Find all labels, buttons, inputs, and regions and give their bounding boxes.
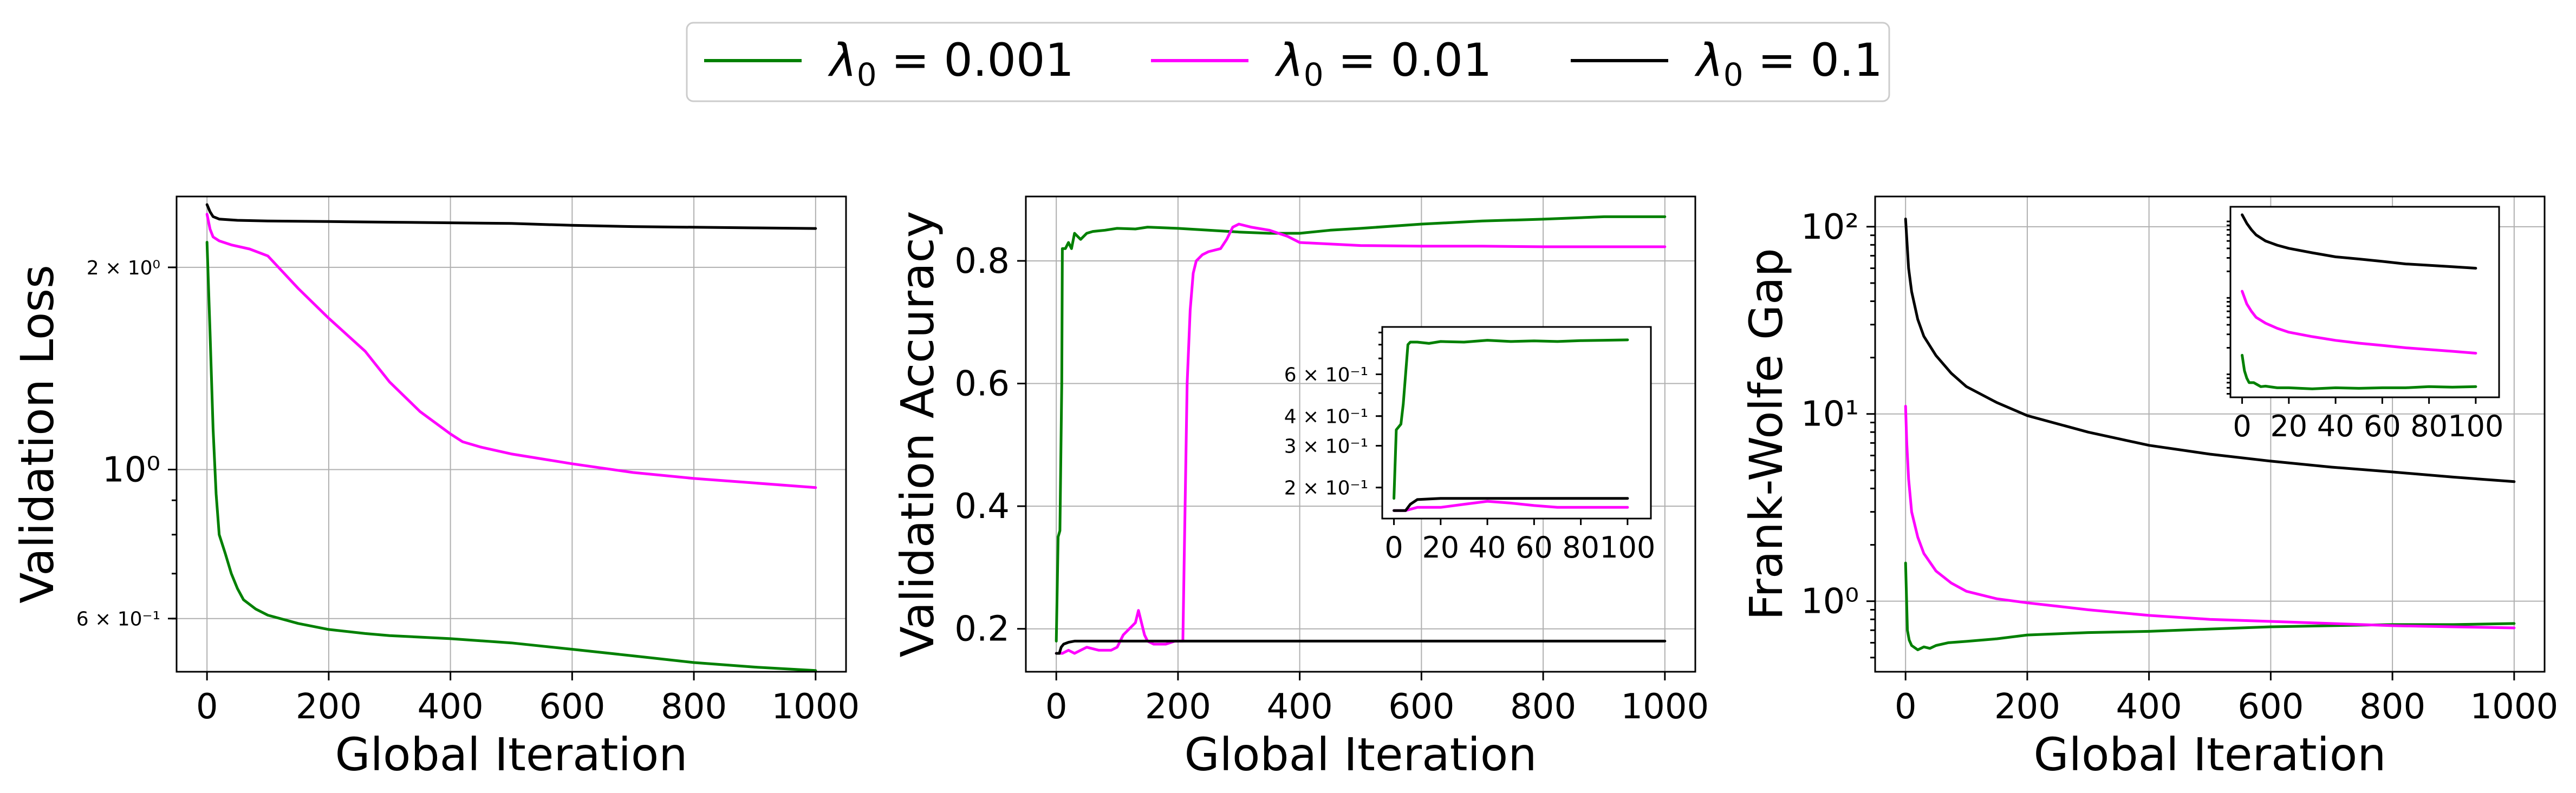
y-tick-label: 10⁰: [1801, 582, 1859, 622]
series-line: [2241, 290, 2477, 355]
y-tick-label: 4 × 10⁻¹: [1284, 406, 1368, 428]
y-tick-label: 6 × 10⁻¹: [76, 608, 160, 631]
series-line: [1393, 497, 1629, 512]
y-tick-label: 10¹: [1801, 395, 1859, 435]
x-tick-label: 60: [2364, 409, 2401, 443]
x-axis-label: Global Iteration: [2034, 728, 2386, 781]
x-tick-label: 400: [1267, 687, 1333, 727]
x-tick-label: 1000: [771, 687, 860, 727]
x-tick-label: 60: [1515, 530, 1553, 565]
y-tick-label: 2 × 10⁰: [87, 257, 160, 279]
x-tick-label: 40: [2317, 409, 2354, 443]
legend-entry-label: λ0 = 0.1: [1694, 34, 1883, 93]
series-line: [1393, 338, 1629, 500]
x-axis-label: Global Iteration: [335, 728, 688, 781]
x-tick-label: 600: [1388, 687, 1454, 727]
x-tick-label: 600: [539, 687, 605, 727]
y-axis-label: Validation Loss: [11, 265, 64, 604]
series-line: [205, 203, 817, 230]
x-tick-label: 0: [1384, 530, 1403, 565]
x-tick-label: 0: [1895, 687, 1917, 727]
x-tick-label: 200: [1994, 687, 2060, 727]
series-line: [2241, 213, 2477, 270]
x-tick-label: 100: [1599, 530, 1655, 565]
inset-background: [2230, 207, 2499, 397]
y-tick-label: 0.4: [954, 487, 1010, 527]
series-line: [205, 213, 817, 489]
y-tick-label: 10²: [1801, 207, 1859, 247]
y-tick-label: 10⁰: [102, 450, 160, 490]
legend-entry-label: λ0 = 0.01: [1274, 34, 1492, 93]
series-line: [1393, 500, 1629, 512]
x-tick-label: 800: [1510, 687, 1576, 727]
legend-entry-label: λ0 = 0.001: [828, 34, 1074, 93]
x-tick-label: 80: [2410, 409, 2448, 443]
y-axis-label: Validation Accuracy: [891, 211, 944, 658]
x-tick-label: 1000: [1621, 687, 1709, 727]
inset-background: [1382, 327, 1651, 519]
x-tick-label: 600: [2237, 687, 2304, 727]
x-tick-label: 20: [2270, 409, 2307, 443]
legend-frame: [686, 22, 1890, 102]
series-line: [205, 241, 817, 672]
x-tick-label: 400: [2116, 687, 2182, 727]
y-tick-label: 2 × 10⁻¹: [1284, 477, 1368, 500]
plot-frame: [175, 195, 847, 673]
x-tick-label: 40: [1469, 530, 1506, 565]
plot-frame: [1025, 195, 1696, 673]
plot-frame: [1874, 195, 2546, 673]
inset-plot: 0 20 40 60 80 100 6 × 10⁻¹ 4 × 10⁻¹ 3 × 10⁻¹ 2 × …: [1284, 326, 1655, 565]
validation-loss-panel: 0 200 400 600 800 1000 2 × 10⁰ 10⁰ 6 × 10⁻¹ Globa…: [11, 195, 860, 781]
series-line: [2241, 353, 2477, 390]
x-tick-label: 800: [2359, 687, 2425, 727]
y-tick-label: 3 × 10⁻¹: [1284, 435, 1368, 457]
inset-frame: [1381, 326, 1652, 520]
x-axis-label: Global Iteration: [1185, 728, 1537, 781]
x-tick-label: 1000: [2470, 687, 2558, 727]
series-line: [1055, 215, 1667, 643]
x-tick-label: 0: [196, 687, 218, 727]
x-tick-label: 80: [1562, 530, 1599, 565]
series-line: [1055, 639, 1667, 655]
y-axis-label: Frank-Wolfe Gap: [1740, 248, 1793, 620]
x-tick-label: 400: [418, 687, 484, 727]
x-tick-label: 20: [1422, 530, 1459, 565]
y-tick-label: 0.2: [954, 610, 1010, 650]
legend: λ0 = 0.001 λ0 = 0.01 λ0 = 0.1: [686, 22, 1890, 102]
x-tick-label: 100: [2448, 409, 2503, 443]
y-tick-label: 6 × 10⁻¹: [1284, 364, 1368, 386]
y-tick-label: 0.6: [954, 364, 1010, 404]
x-tick-label: 0: [2233, 409, 2251, 443]
series-line: [1904, 404, 2516, 630]
x-tick-label: 0: [1045, 687, 1068, 727]
inset-plot: 0 20 40 60 80 100: [2227, 206, 2503, 443]
x-tick-label: 200: [1145, 687, 1211, 727]
y-tick-label: 0.8: [954, 241, 1010, 281]
series-line: [1904, 561, 2516, 651]
x-tick-label: 800: [661, 687, 727, 727]
series-line: [1904, 218, 2516, 483]
x-tick-label: 200: [296, 687, 362, 727]
